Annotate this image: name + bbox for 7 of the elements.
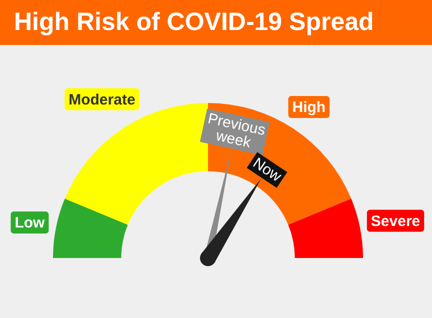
slice-label: Low <box>14 214 46 232</box>
slice-label: High <box>292 99 326 116</box>
chart-title: High Risk of COVID-19 Spread <box>0 0 432 45</box>
slice-label: Moderate <box>68 91 136 108</box>
text: Now <box>249 154 284 186</box>
text: Previous week <box>205 110 267 154</box>
slice-label: Severe <box>370 212 420 230</box>
